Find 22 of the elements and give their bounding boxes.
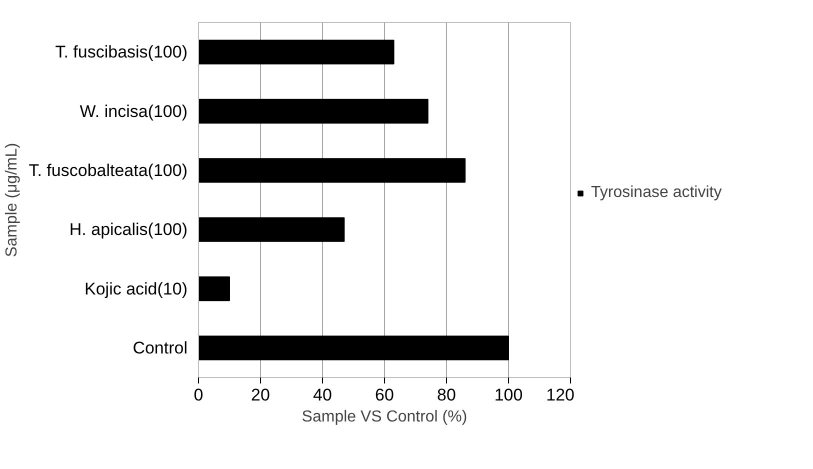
x-tick-label: 0 bbox=[194, 386, 204, 404]
legend-label: Tyrosinase activity bbox=[591, 184, 722, 202]
bar bbox=[198, 158, 466, 183]
y-tick-label: T. fuscibasis(100) bbox=[55, 42, 188, 62]
x-axis-title: Sample VS Control (%) bbox=[302, 408, 468, 426]
x-tick-label: 100 bbox=[494, 386, 523, 404]
bar bbox=[198, 217, 345, 242]
y-tick-label: T. fuscobalteata(100) bbox=[28, 160, 188, 180]
x-tick-label: 80 bbox=[437, 386, 456, 404]
bar bbox=[198, 98, 428, 124]
x-tick-label: 20 bbox=[251, 386, 270, 404]
x-tick-label: 60 bbox=[375, 386, 394, 404]
bar bbox=[198, 276, 230, 302]
x-tick-label: 40 bbox=[313, 386, 332, 404]
y-tick-label: H. apicalis(100) bbox=[69, 220, 188, 240]
y-tick-label: Control bbox=[132, 338, 188, 358]
bar bbox=[198, 40, 394, 64]
y-tick-label: W. incisa(100) bbox=[80, 102, 188, 121]
x-tick-label: 120 bbox=[546, 386, 575, 404]
y-tick-label: Kojic acid(10) bbox=[84, 279, 188, 298]
y-axis-title: Sample (μg/mL) bbox=[4, 142, 21, 258]
bar bbox=[198, 336, 509, 360]
